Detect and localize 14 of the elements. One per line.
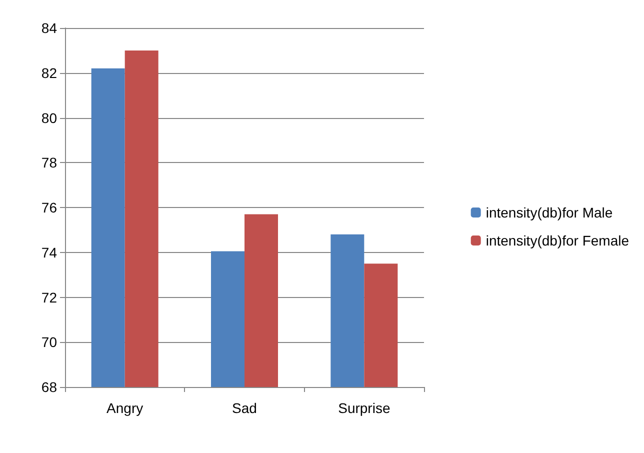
y-tick-label: 74 [41,244,58,260]
y-tick-label: 78 [41,154,58,171]
y-tick-label: 70 [41,334,58,350]
x-tick-label: Surprise [338,400,390,416]
y-tick-label: 84 [41,20,58,36]
y-tick-label: 68 [41,379,58,395]
y-tick-label: 82 [41,64,58,81]
y-tick-label: 76 [41,200,58,216]
x-tick-label: Angry [106,400,144,416]
legend-label: intensity(db)for Female [486,232,630,248]
y-tick-label: 72 [41,289,58,306]
legend-label: intensity(db)for Male [486,204,613,220]
y-tick-label: 80 [41,110,58,126]
x-tick-label: Sad [232,400,257,416]
